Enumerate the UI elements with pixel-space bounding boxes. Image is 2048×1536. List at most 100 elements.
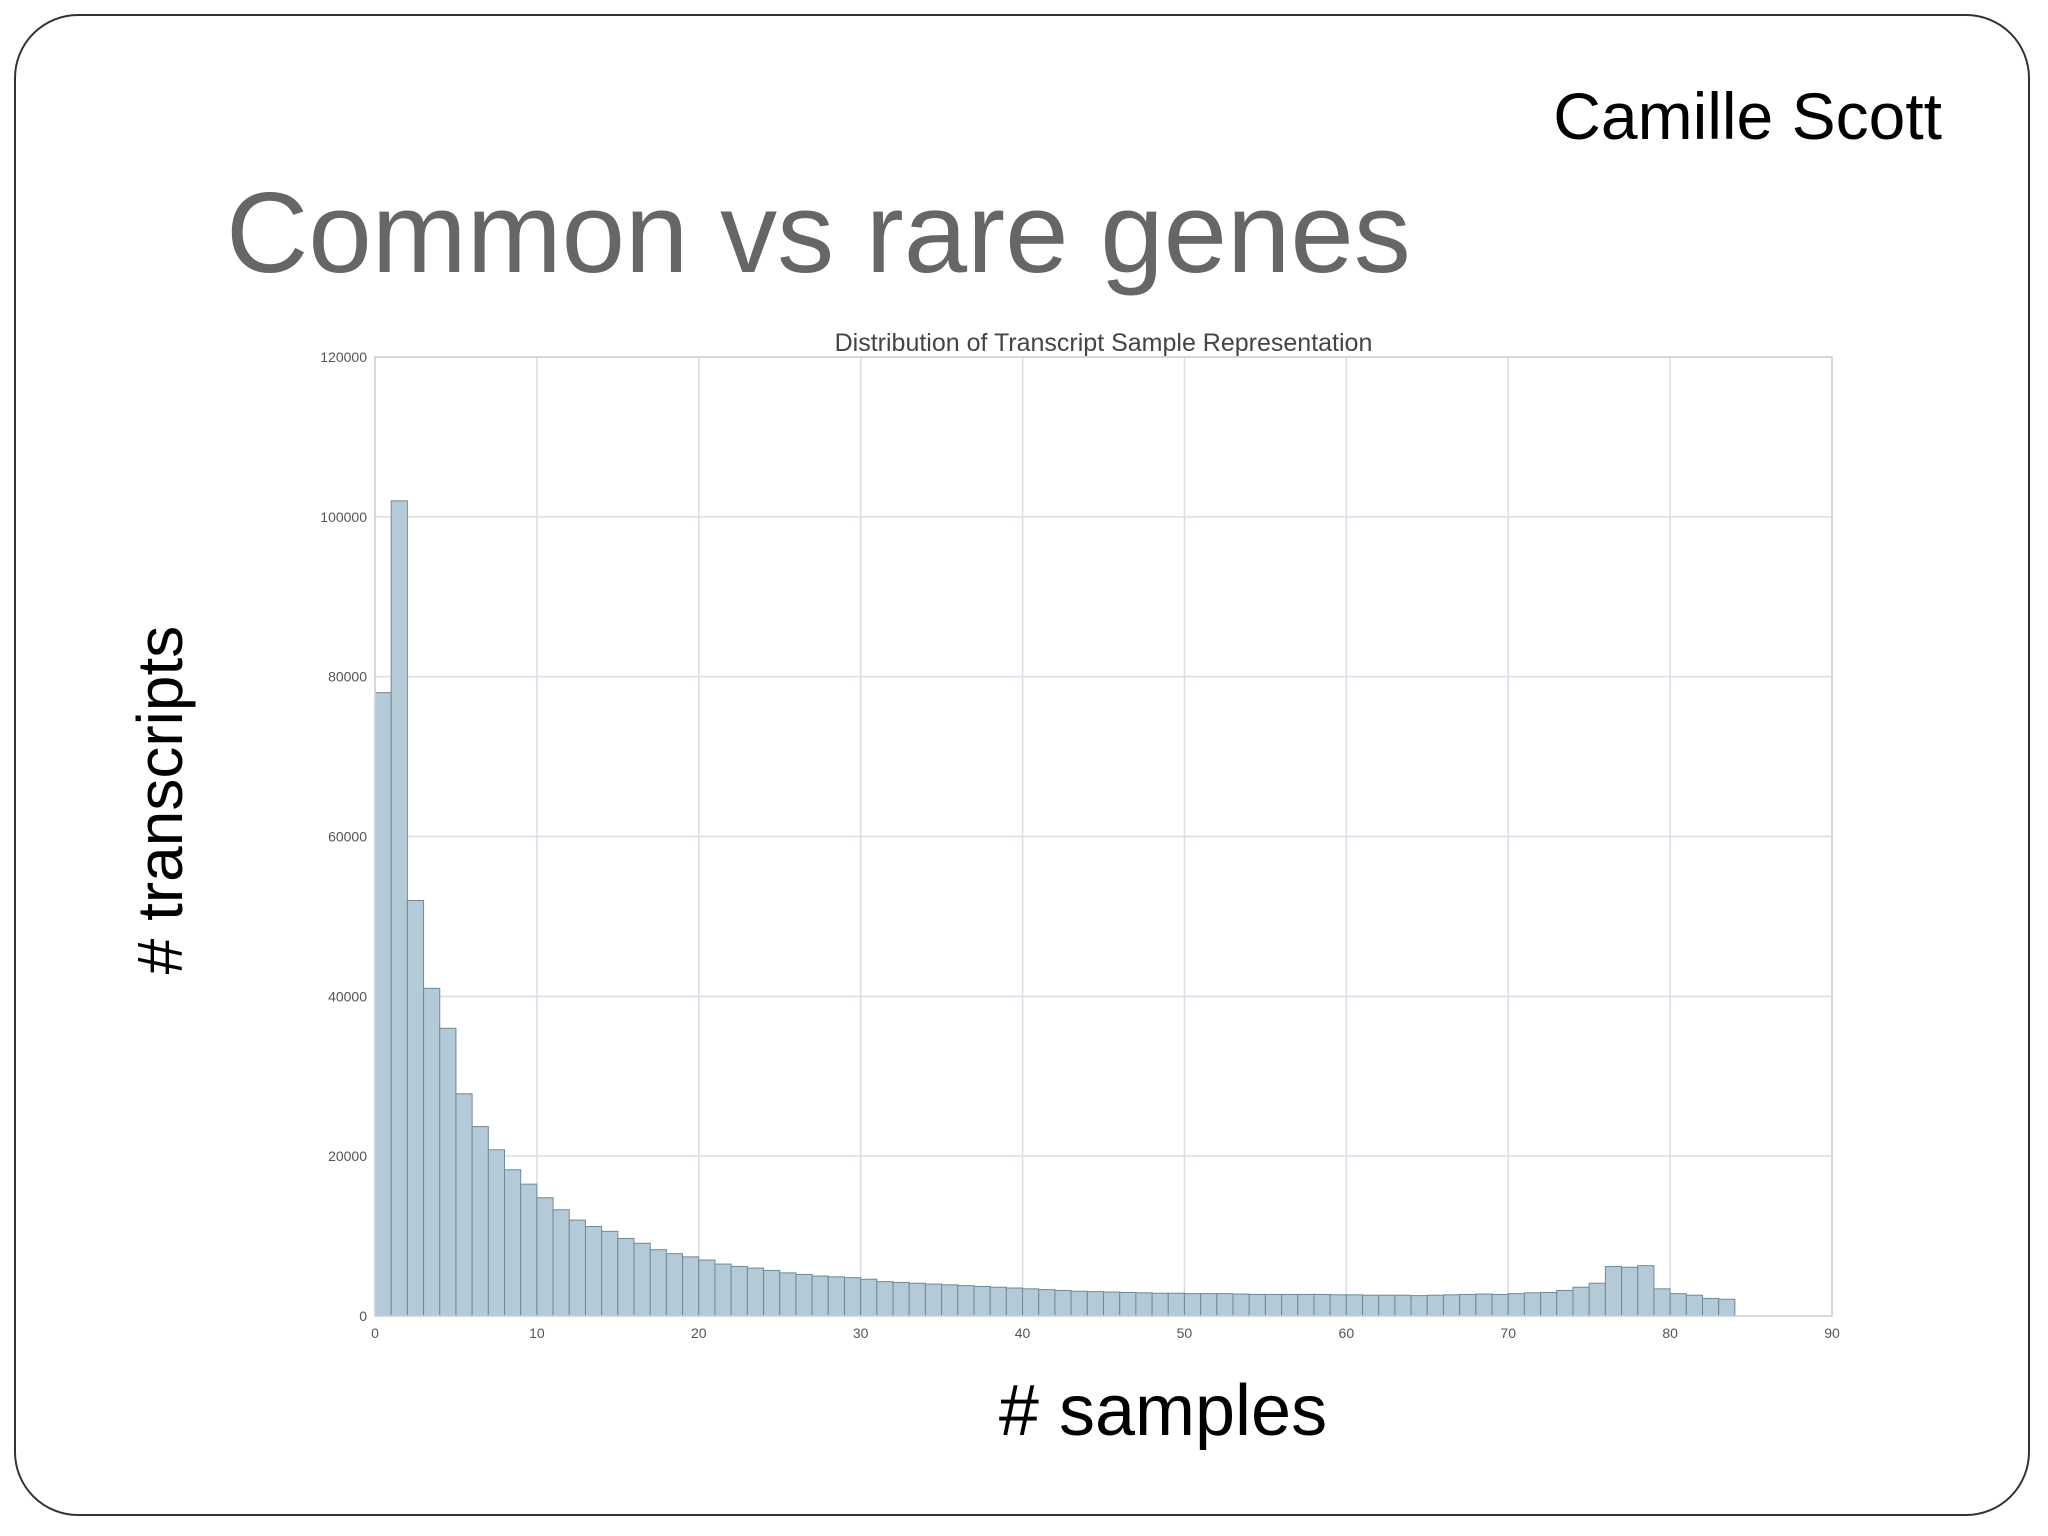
histogram-bar	[1701, 1297, 1720, 1317]
histogram-bar	[763, 1269, 781, 1317]
histogram-bar	[1540, 1291, 1558, 1317]
histogram-bar	[1248, 1293, 1266, 1317]
x-axis-title: # samples	[998, 1371, 1328, 1451]
histogram-bar	[1329, 1294, 1347, 1317]
axis-ticks: 0 10 20 30 40 50 60 70 80 90 0 20000 40000 60000 80000…	[320, 349, 1840, 1341]
histogram-bar	[1394, 1294, 1412, 1317]
histogram-bar	[779, 1272, 797, 1317]
histogram-bar	[811, 1275, 829, 1317]
histogram-bar	[568, 1219, 586, 1317]
histogram-bar	[455, 1093, 473, 1317]
histogram-bar	[1669, 1293, 1687, 1317]
y-axis-title: # transcripts	[124, 625, 196, 975]
histogram-bar	[1410, 1295, 1428, 1317]
histogram-bar	[1103, 1291, 1121, 1317]
y-tick-label: 100000	[320, 509, 367, 525]
histogram-bar	[892, 1281, 910, 1317]
histogram-bar	[1475, 1293, 1493, 1317]
x-tick-label: 60	[1339, 1325, 1355, 1341]
histogram-bar	[795, 1273, 813, 1317]
histogram-bar	[698, 1259, 716, 1317]
histogram-bar	[584, 1225, 603, 1317]
histogram-bar	[860, 1278, 878, 1317]
histogram-bar	[1718, 1298, 1736, 1317]
histogram-bar	[649, 1249, 667, 1317]
histogram-bar	[504, 1169, 522, 1317]
histogram-bar	[1507, 1293, 1525, 1317]
slide-title: Common vs rare genes	[226, 170, 1411, 297]
histogram-bar	[536, 1197, 554, 1317]
y-tick-label: 20000	[328, 1148, 367, 1164]
y-tick-label: 60000	[328, 829, 367, 845]
histogram-bar	[1621, 1266, 1639, 1317]
histogram-bar	[471, 1126, 489, 1317]
x-tick-label: 50	[1177, 1325, 1193, 1341]
histogram-bar	[1345, 1294, 1364, 1317]
histogram-bar	[924, 1283, 943, 1317]
y-tick-label: 40000	[328, 988, 367, 1004]
histogram-bar	[908, 1282, 926, 1317]
y-tick-label: 0	[359, 1308, 367, 1324]
y-tick-label: 120000	[320, 349, 367, 365]
histogram-bar	[1459, 1293, 1477, 1317]
histogram-bar	[1216, 1293, 1234, 1317]
histogram-bar	[423, 987, 441, 1317]
x-tick-label: 40	[1015, 1325, 1031, 1341]
histogram-bar	[1653, 1288, 1671, 1317]
histogram-bar	[876, 1281, 894, 1317]
histogram-bar	[1378, 1294, 1396, 1317]
y-tick-label: 80000	[328, 669, 367, 685]
x-tick-label: 20	[691, 1325, 707, 1341]
x-tick-label: 30	[853, 1325, 869, 1341]
x-tick-label: 80	[1662, 1325, 1678, 1341]
histogram-bar	[1637, 1265, 1655, 1317]
histogram-bar	[439, 1027, 457, 1317]
histogram-bar	[843, 1277, 862, 1317]
histogram-bar	[1572, 1286, 1590, 1317]
histogram-bar	[1523, 1292, 1542, 1317]
histogram-bar	[1119, 1291, 1137, 1317]
histogram-bar	[1588, 1282, 1606, 1317]
author-name: Camille Scott	[1553, 79, 1942, 153]
histogram-bar	[1426, 1294, 1444, 1317]
histogram-bar	[665, 1253, 684, 1317]
plot-frame	[374, 356, 1833, 1317]
histogram-bar	[552, 1209, 570, 1317]
x-tick-label: 70	[1500, 1325, 1516, 1341]
histogram-bar	[1022, 1288, 1040, 1317]
histogram-bar	[1604, 1265, 1623, 1317]
histogram-bar	[730, 1265, 748, 1317]
histogram-bar	[1281, 1293, 1299, 1317]
histogram-bar	[1038, 1289, 1056, 1317]
histogram-bar	[989, 1286, 1007, 1317]
chart-title: Distribution of Transcript Sample Repres…	[835, 329, 1373, 357]
x-tick-label: 10	[529, 1325, 545, 1341]
histogram-bar	[390, 500, 408, 1317]
histogram-bar	[1070, 1290, 1088, 1317]
histogram-bar	[941, 1284, 959, 1317]
histogram-bar	[1685, 1294, 1703, 1317]
histogram-bar	[746, 1267, 765, 1317]
histogram-bar	[1491, 1293, 1509, 1317]
histogram-bar	[406, 899, 425, 1317]
histogram-bar	[1086, 1291, 1105, 1317]
histogram-bar	[1151, 1292, 1169, 1317]
histogram-bar	[1200, 1293, 1218, 1317]
histogram-bar	[1005, 1287, 1024, 1317]
histogram-bar	[1362, 1294, 1380, 1317]
histogram-bar	[682, 1256, 700, 1317]
histogram-bar	[973, 1285, 991, 1317]
histogram-bar	[520, 1183, 538, 1317]
x-tick-label: 90	[1824, 1325, 1840, 1341]
histogram-bar	[1054, 1289, 1072, 1317]
histogram-bar	[601, 1230, 619, 1317]
histogram-bar	[487, 1149, 506, 1317]
histogram-bar	[1264, 1293, 1283, 1317]
histogram-bar	[714, 1263, 732, 1317]
histogram-bar	[1442, 1294, 1461, 1317]
histogram-bar	[1232, 1293, 1250, 1317]
histogram-bar	[1556, 1289, 1574, 1317]
histogram-bar	[957, 1285, 975, 1317]
histogram-bar	[1297, 1293, 1315, 1317]
